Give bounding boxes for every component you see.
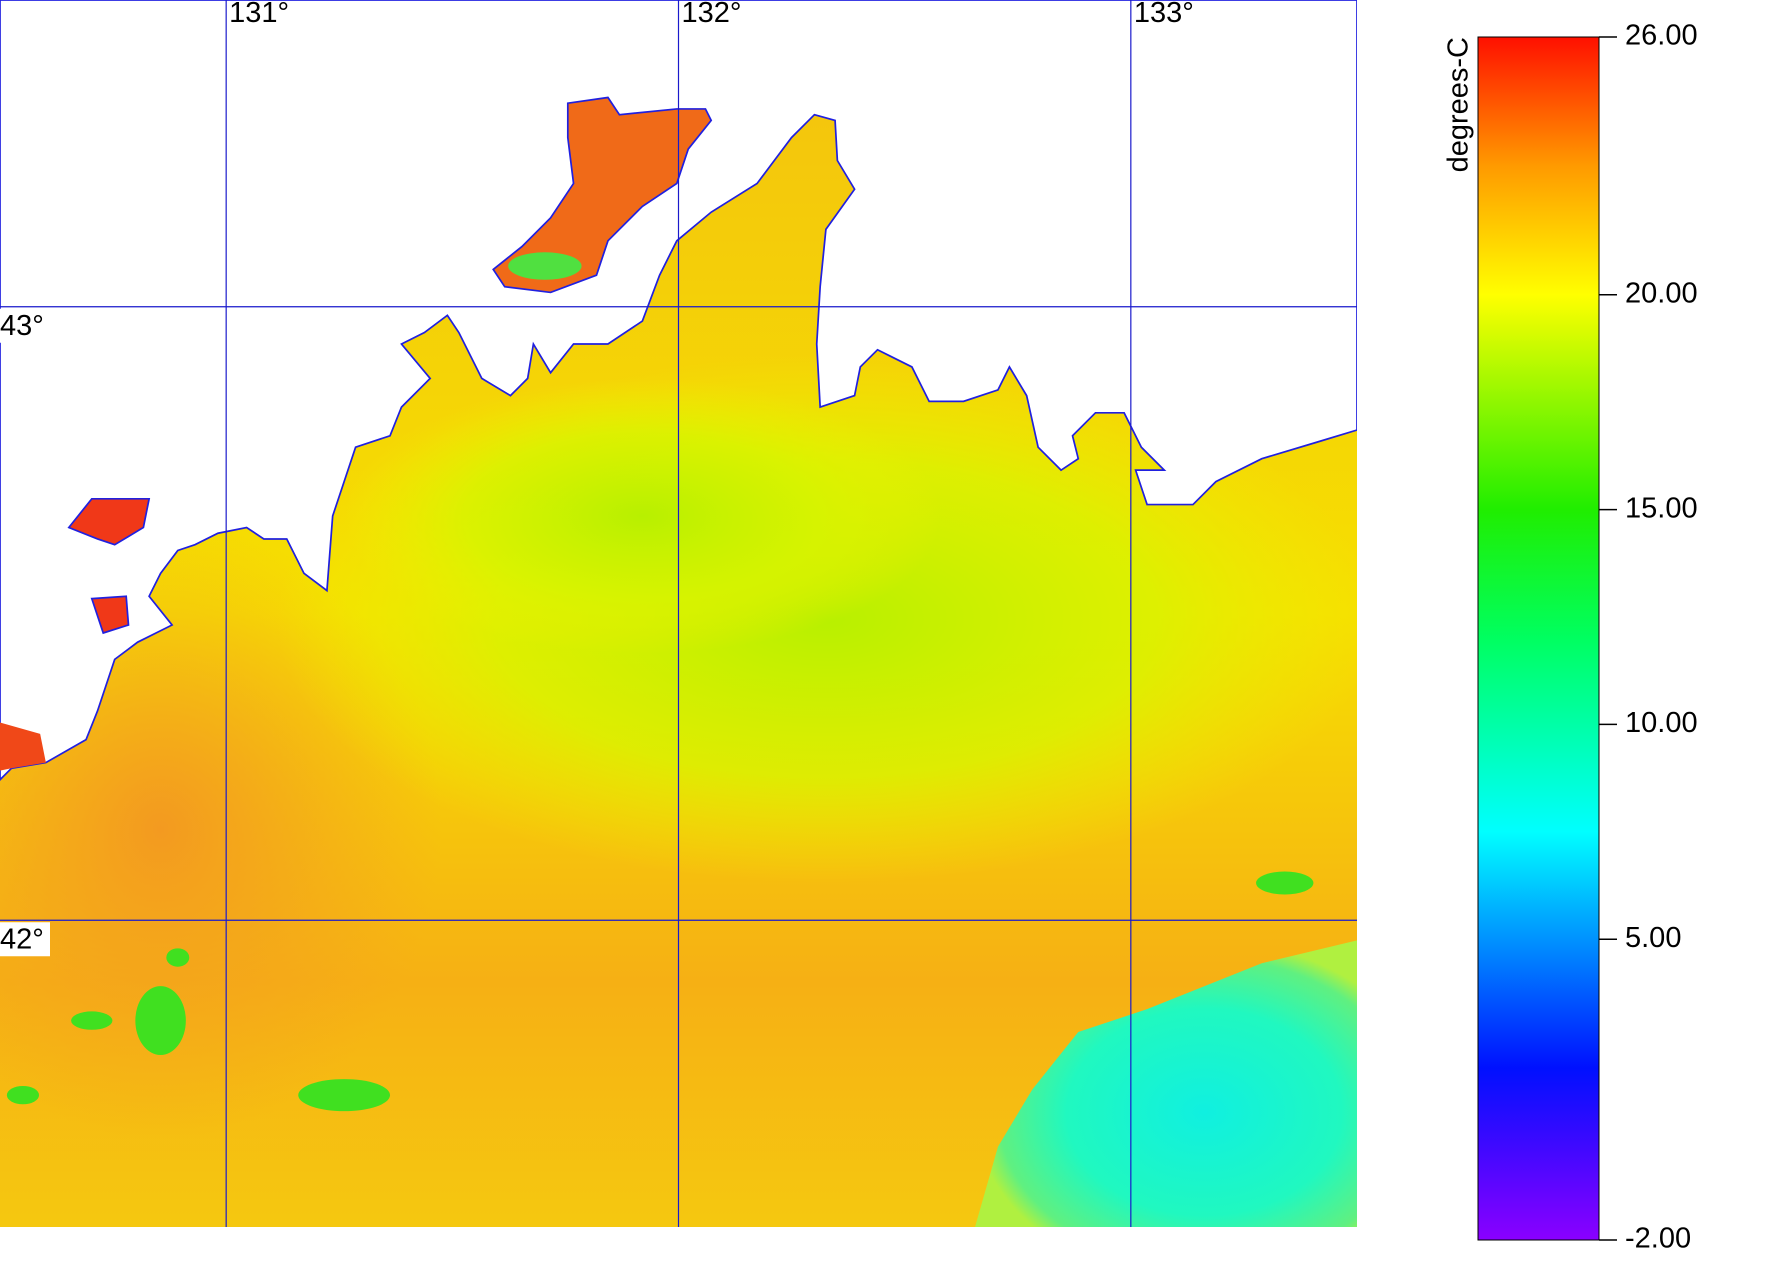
label-background [0, 922, 50, 957]
warm-coast [0, 722, 46, 771]
label-background [0, 308, 50, 343]
bay [67, 497, 151, 546]
colorbar-title: degrees-C [1443, 37, 1475, 172]
cold-water [975, 940, 1357, 1227]
bay [492, 96, 713, 294]
longitude-label: 132° [682, 0, 742, 29]
colorbar-tick-label: 5.00 [1625, 922, 1681, 954]
land [0, 0, 1357, 781]
colorbar-tick-label: 20.00 [1625, 277, 1698, 309]
colorbar-tick-label: -2.00 [1625, 1223, 1691, 1255]
longitude-label: 133° [1134, 0, 1194, 29]
bay [90, 595, 130, 635]
colorbar-tick-label: 10.00 [1625, 707, 1698, 739]
colorbar-tick-label: 26.00 [1625, 20, 1698, 52]
green-patches [6, 871, 1314, 1112]
colorbar-tick-label: 15.00 [1625, 492, 1698, 524]
graticule: 131° 132° 133° 43° 42° [0, 0, 1357, 1227]
cool-water [344, 378, 941, 654]
green-patch [508, 252, 582, 280]
latitude-label: 42° [0, 923, 44, 955]
longitude-label: 131° [229, 0, 289, 29]
colorbar [1477, 36, 1600, 1241]
latitude-label: 43° [0, 310, 44, 342]
sst-map [0, 0, 1357, 1227]
